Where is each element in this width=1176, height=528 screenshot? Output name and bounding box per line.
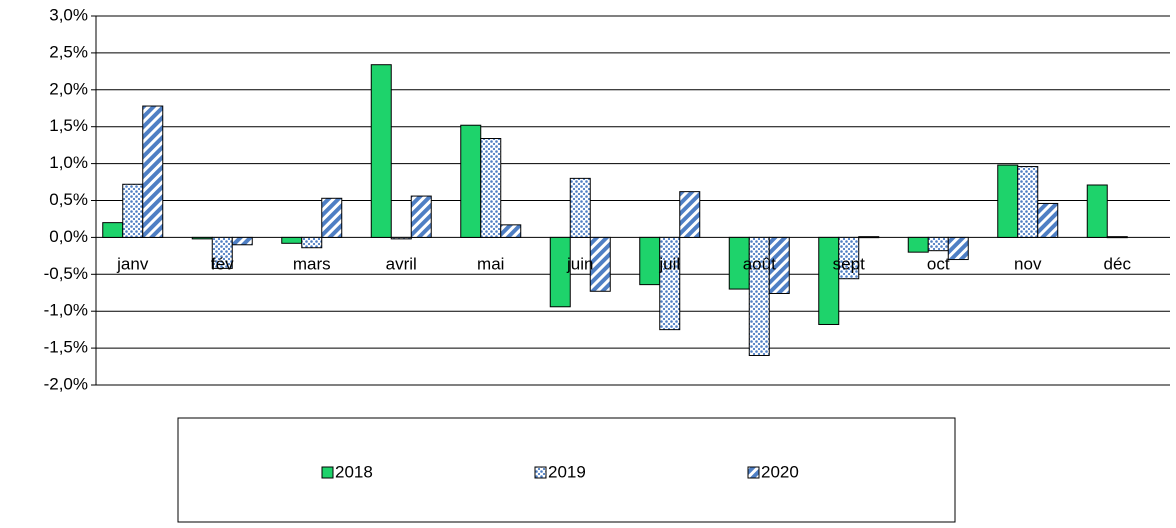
bar bbox=[321, 197, 343, 238]
bar bbox=[370, 64, 392, 238]
bar bbox=[102, 222, 124, 238]
bar bbox=[838, 236, 860, 280]
x-tick-label: avril bbox=[386, 254, 417, 273]
bar bbox=[858, 236, 880, 239]
legend-swatch bbox=[321, 466, 334, 479]
x-tick-label: mars bbox=[293, 254, 331, 273]
bar bbox=[1106, 236, 1128, 239]
y-tick-label: -0,5% bbox=[44, 264, 88, 283]
bar bbox=[748, 236, 770, 356]
legend-swatch bbox=[747, 466, 760, 479]
bar bbox=[211, 236, 233, 269]
y-tick-label: 3,0% bbox=[49, 5, 88, 24]
x-tick-label: nov bbox=[1014, 254, 1042, 273]
y-tick-label: -1,5% bbox=[44, 338, 88, 357]
bar bbox=[390, 236, 412, 240]
y-tick-label: 2,5% bbox=[49, 42, 88, 61]
bar bbox=[997, 164, 1019, 238]
bar bbox=[549, 236, 571, 308]
x-tick-label: oct bbox=[927, 254, 950, 273]
x-tick-label: fév bbox=[211, 254, 234, 273]
bar bbox=[947, 236, 969, 261]
bar bbox=[818, 236, 840, 325]
legend-label: 2018 bbox=[335, 462, 373, 481]
legend-label: 2020 bbox=[761, 462, 799, 481]
bar bbox=[927, 236, 949, 252]
bar bbox=[1037, 202, 1059, 238]
bar bbox=[569, 177, 591, 238]
bar bbox=[500, 224, 522, 238]
legend-box bbox=[177, 417, 956, 523]
y-tick-label: -2,0% bbox=[44, 374, 88, 393]
legend-label: 2019 bbox=[548, 462, 586, 481]
bar bbox=[1017, 166, 1039, 238]
bar bbox=[142, 105, 164, 238]
bar bbox=[122, 183, 144, 238]
y-tick-label: 1,0% bbox=[49, 153, 88, 172]
bar bbox=[659, 236, 681, 331]
x-tick-label: mai bbox=[477, 254, 504, 273]
x-tick-label: août bbox=[743, 254, 776, 273]
bar bbox=[1086, 184, 1108, 238]
legend-swatch bbox=[534, 466, 547, 479]
bar bbox=[410, 195, 432, 238]
y-tick-label: 2,0% bbox=[49, 79, 88, 98]
y-tick-label: -1,0% bbox=[44, 301, 88, 320]
y-tick-label: 0,0% bbox=[49, 227, 88, 246]
bar bbox=[231, 236, 253, 246]
bar bbox=[281, 236, 303, 244]
x-tick-label: déc bbox=[1104, 254, 1132, 273]
bar bbox=[191, 236, 213, 240]
x-tick-label: juin bbox=[566, 254, 593, 273]
bar bbox=[480, 138, 502, 238]
bar bbox=[589, 236, 611, 292]
bar bbox=[301, 236, 323, 249]
x-tick-label: juil bbox=[658, 254, 680, 273]
bar bbox=[907, 236, 929, 253]
bar bbox=[460, 124, 482, 238]
x-tick-label: janv bbox=[116, 254, 149, 273]
y-tick-label: 1,5% bbox=[49, 116, 88, 135]
y-tick-label: 0,5% bbox=[49, 190, 88, 209]
bar bbox=[679, 191, 701, 238]
bar bbox=[768, 236, 790, 294]
bar bbox=[639, 236, 661, 286]
x-tick-label: sept bbox=[833, 254, 865, 273]
